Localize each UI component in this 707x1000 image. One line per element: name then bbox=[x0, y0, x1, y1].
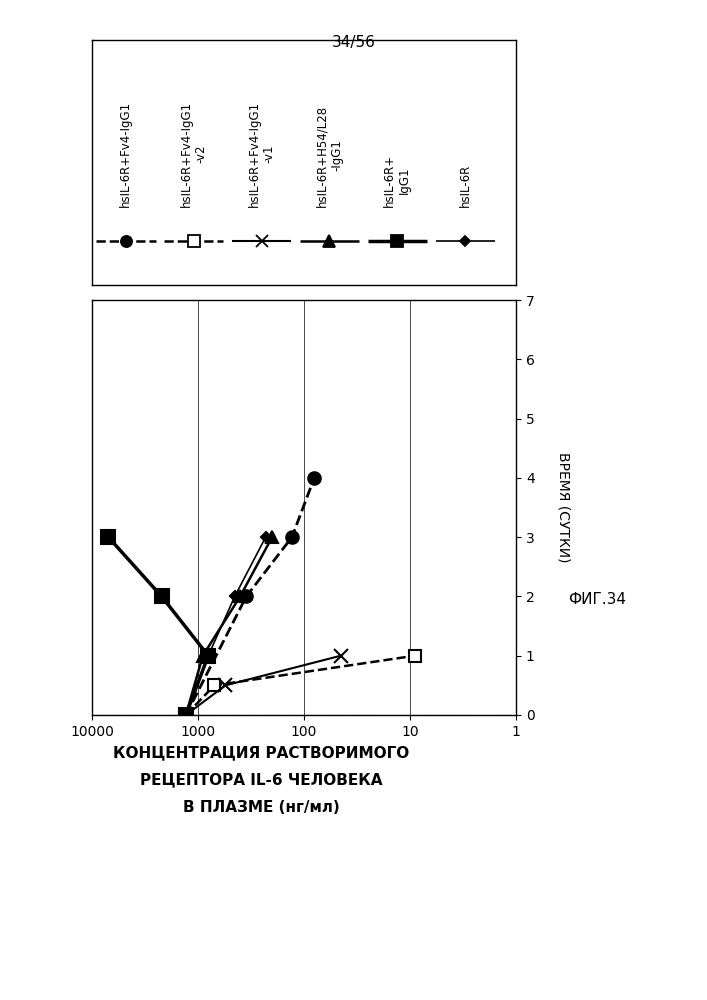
Y-axis label: ВРЕМЯ (СУТКИ): ВРЕМЯ (СУТКИ) bbox=[557, 452, 571, 563]
Text: ФИГ.34: ФИГ.34 bbox=[568, 592, 626, 607]
Text: hsIL-6R+H54/L28
-IgG1: hsIL-6R+H54/L28 -IgG1 bbox=[315, 104, 344, 207]
Text: РЕЦЕПТОРА IL-6 ЧЕЛОВЕКА: РЕЦЕПТОРА IL-6 ЧЕЛОВЕКА bbox=[141, 772, 382, 787]
Text: hsIL-6R+Fv4-IgG1: hsIL-6R+Fv4-IgG1 bbox=[119, 100, 132, 207]
Text: КОНЦЕНТРАЦИЯ РАСТВОРИМОГО: КОНЦЕНТРАЦИЯ РАСТВОРИМОГО bbox=[113, 745, 410, 760]
Text: 34/56: 34/56 bbox=[332, 35, 375, 50]
Text: hsIL-6R+
IgG1: hsIL-6R+ IgG1 bbox=[383, 153, 411, 207]
Text: hsIL-6R+Fv4-IgG1
-v2: hsIL-6R+Fv4-IgG1 -v2 bbox=[180, 100, 208, 207]
Text: hsIL-6R: hsIL-6R bbox=[459, 163, 472, 207]
Text: hsIL-6R+Fv4-IgG1
-v1: hsIL-6R+Fv4-IgG1 -v1 bbox=[247, 100, 276, 207]
Text: В ПЛАЗМЕ (нг/мл): В ПЛАЗМЕ (нг/мл) bbox=[183, 800, 340, 815]
